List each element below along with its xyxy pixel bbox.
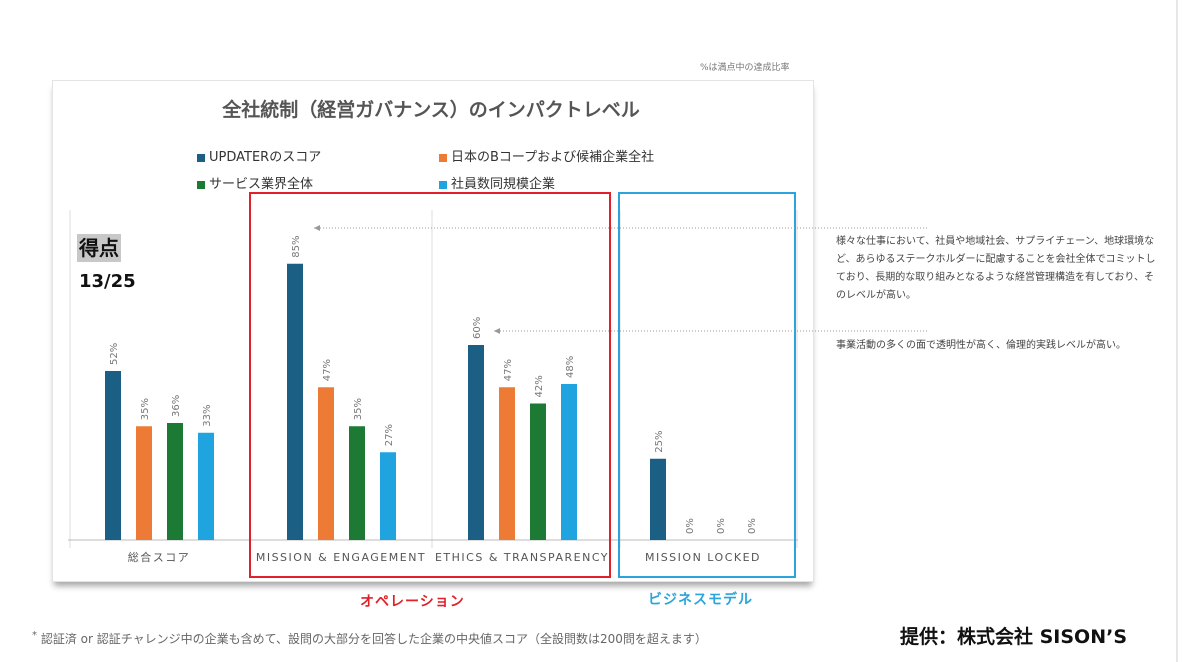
annotation-mission-engagement: 様々な仕事において、社員や地域社会、サプライチェーン、地球環境など、あらゆるステ… [836,236,1156,301]
footnote-text: 認証済 or 認証チャレンジ中の企業も含めて、設問の大部分を回答した企業の中央値… [40,632,707,646]
legend-swatch-bcorp [439,153,447,162]
annotation-pointer-arrow [314,225,320,231]
score-value: 13/25 [79,271,136,292]
data-label: 47% [503,359,514,381]
footnote-mark: * [32,630,37,641]
bar [136,426,152,540]
category-label: ETHICS & TRANSPARENCY [435,551,609,564]
data-label: 85% [291,236,302,258]
data-label: 47% [322,359,333,381]
credit-text: 提供：株式会社 SISON’S [900,626,1128,648]
category-label: MISSION & ENGAGEMENT [256,551,426,564]
bar [167,423,183,540]
bar [561,384,577,540]
page-edge-line [1176,0,1178,662]
operation-group-label: オペレーション [360,594,465,610]
operation-group-box [249,192,611,578]
data-label: 42% [534,375,545,397]
legend-label-bcorp: 日本のBコープおよび候補企業全社 [451,150,655,165]
legend-item-service: サービス業界全体 [197,173,313,192]
legend-label-size: 社員数同規模企業 [451,177,556,192]
legend-swatch-updater [197,153,205,162]
score-label: 得点 [77,234,121,262]
footnote: * 認証済 or 認証チャレンジ中の企業も含めて、設問の大部分を回答した企業の中… [32,630,707,647]
bar [105,371,121,540]
bar [198,432,214,540]
data-label: 0% [685,518,696,534]
legend-item-updater: UPDATERのスコア [197,146,321,165]
bar [380,452,396,540]
business-model-group-label: ビジネスモデル [648,592,753,608]
bar [349,426,365,540]
legend-item-size: 社員数同規模企業 [439,173,555,192]
bar [530,403,546,540]
category-label: MISSION LOCKED [645,551,761,564]
legend-swatch-size [439,180,447,189]
legend-label-service: サービス業界全体 [209,177,314,192]
data-label: 52% [109,343,120,365]
legend-item-bcorp: 日本のBコープおよび候補企業全社 [439,146,654,165]
legend-swatch-service [197,180,205,189]
legend-label-updater: UPDATERのスコア [209,150,322,165]
data-label: 33% [202,405,213,427]
data-label: 27% [384,424,395,446]
data-label: 48% [565,356,576,378]
bar [318,387,334,540]
data-label: 60% [472,317,483,339]
data-label: 0% [747,518,758,534]
data-label: 0% [716,518,727,534]
data-label: 25% [654,431,665,453]
data-label: 35% [140,398,151,420]
chart-title: 全社統制（経営ガバナンス）のインパクトレベル [221,98,640,121]
data-label: 35% [353,398,364,420]
business-model-group-box [618,192,796,578]
category-label: 総合スコア [128,550,191,564]
bar [287,263,303,540]
annotation-ethics-transparency: 事業活動の多くの面で透明性が高く、倫理的実践レベルが高い。 [836,340,1126,351]
bar [650,458,666,540]
bar [499,387,515,540]
bar [468,345,484,540]
annotation-pointer-arrow [494,328,500,334]
data-label: 36% [171,395,182,417]
percent-note: %は満点中の達成比率 [700,63,790,73]
